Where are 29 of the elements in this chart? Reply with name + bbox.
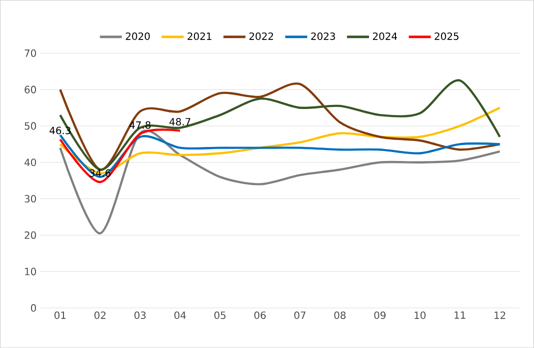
x-tick-label: 11 bbox=[454, 311, 466, 319]
x-tick-label: 12 bbox=[494, 311, 506, 319]
data-label: 48.7 bbox=[169, 118, 190, 126]
x-tick-label: 10 bbox=[414, 311, 426, 319]
y-tick-label: 20 bbox=[24, 231, 36, 239]
y-tick-label: 50 bbox=[24, 122, 36, 130]
x-tick-label: 02 bbox=[94, 311, 106, 319]
y-tick-label: 70 bbox=[24, 49, 36, 57]
legend-label: 2021 bbox=[188, 32, 212, 40]
y-tick-label: 30 bbox=[24, 194, 36, 202]
legend-label: 2024 bbox=[372, 32, 397, 40]
x-tick-label: 06 bbox=[254, 311, 266, 319]
legend-label: 2023 bbox=[311, 32, 335, 40]
y-tick-label: 60 bbox=[24, 86, 36, 94]
y-tick-label: 40 bbox=[24, 158, 36, 166]
x-tick-label: 09 bbox=[374, 311, 386, 319]
y-tick-label: 0 bbox=[30, 304, 36, 312]
data-label: 34.6 bbox=[90, 169, 111, 177]
y-tick-label: 10 bbox=[25, 268, 36, 276]
line-series bbox=[59, 134, 501, 178]
x-tick-label: 07 bbox=[294, 311, 306, 319]
x-tick-label: 01 bbox=[54, 311, 66, 319]
x-tick-label: 08 bbox=[334, 311, 346, 319]
legend-label: 2025 bbox=[434, 32, 458, 40]
legend-label: 2020 bbox=[126, 32, 150, 40]
x-tick-label: 04 bbox=[174, 311, 186, 319]
legend-label: 2022 bbox=[249, 32, 273, 40]
x-tick-label: 03 bbox=[134, 311, 146, 319]
x-tick-label: 05 bbox=[214, 311, 226, 319]
